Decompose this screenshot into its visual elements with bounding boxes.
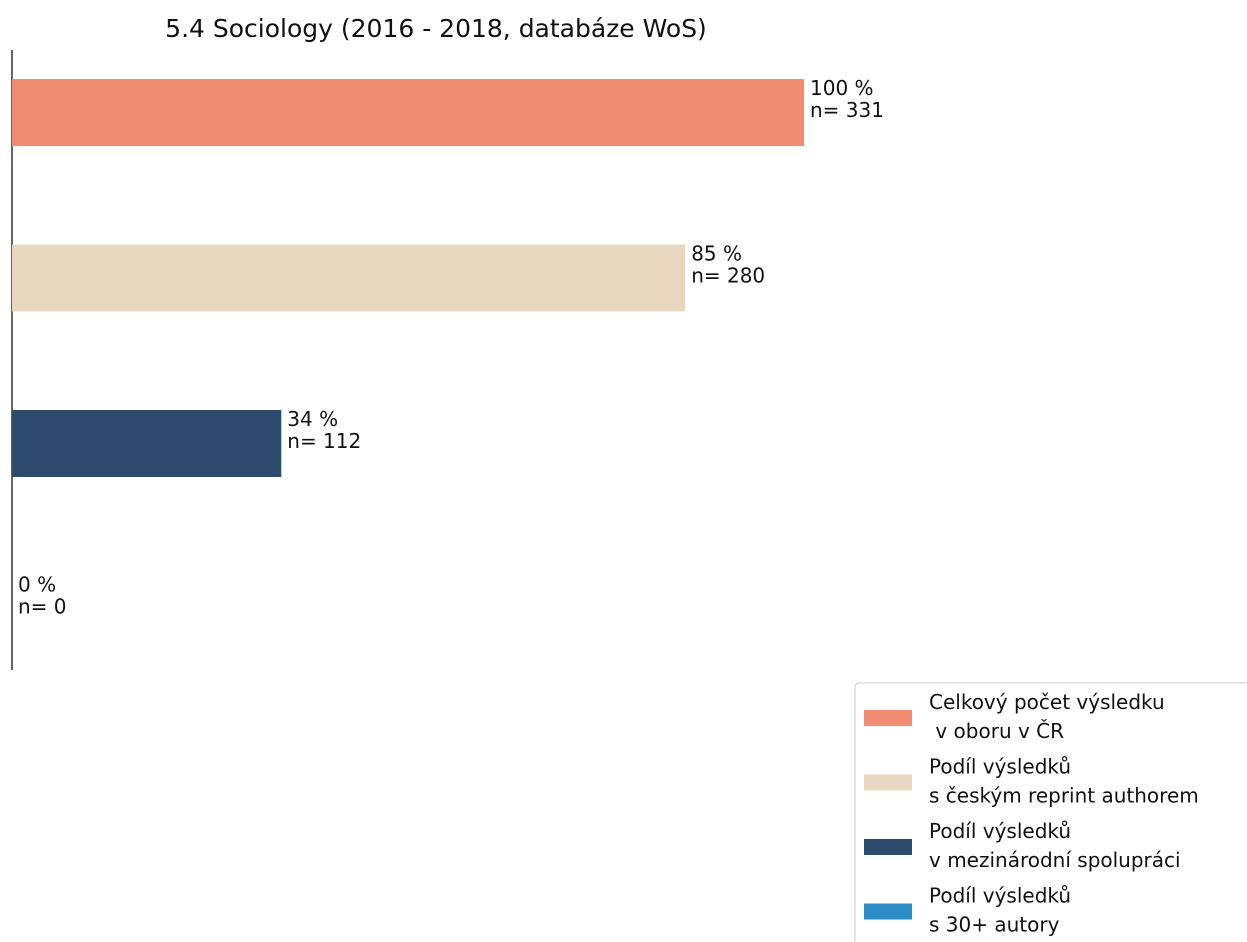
legend-swatch [864, 774, 912, 791]
value-label: 100 % [810, 76, 874, 100]
chart-title: 5.4 Sociology (2016 - 2018, databáze WoS… [165, 14, 707, 43]
legend-label: Podíl výsledků s českým reprint authorem [929, 754, 1199, 807]
bar [12, 410, 282, 477]
legend-swatch [864, 839, 912, 855]
count-label: n= 0 [18, 595, 67, 619]
value-label: 0 % [18, 573, 56, 597]
bar [12, 79, 804, 146]
legend-label: Podíl výsledků v mezinárodní spolupráci [929, 819, 1181, 872]
legend-label: Podíl výsledků s 30+ autory [929, 883, 1071, 936]
bar [12, 244, 686, 312]
legend-swatch [864, 903, 912, 920]
count-label: n= 112 [287, 429, 361, 453]
count-label: n= 280 [691, 264, 765, 288]
value-label: 85 % [691, 242, 742, 266]
legend-box [854, 682, 1247, 942]
legend-swatch [864, 710, 912, 726]
value-label: 34 % [287, 407, 338, 431]
count-label: n= 331 [810, 98, 884, 122]
legend-label: Celkový počet výsledku v oboru v ČR [929, 690, 1165, 743]
